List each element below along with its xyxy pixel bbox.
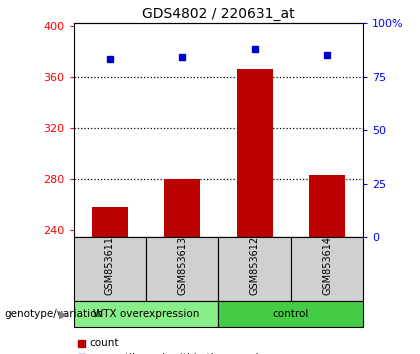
Text: percentile rank within the sample: percentile rank within the sample xyxy=(89,353,265,354)
Text: genotype/variation: genotype/variation xyxy=(4,309,103,319)
Bar xyxy=(236,69,273,237)
Text: control: control xyxy=(273,309,309,319)
Text: WTX overexpression: WTX overexpression xyxy=(93,309,199,319)
Text: GSM853613: GSM853613 xyxy=(177,236,187,295)
Title: GDS4802 / 220631_at: GDS4802 / 220631_at xyxy=(142,7,295,21)
Text: ▶: ▶ xyxy=(59,309,67,319)
Text: count: count xyxy=(89,338,119,348)
Text: GSM853614: GSM853614 xyxy=(322,236,332,295)
Bar xyxy=(164,178,200,237)
Bar xyxy=(309,175,345,237)
Bar xyxy=(92,207,128,237)
Text: GSM853612: GSM853612 xyxy=(249,236,260,296)
Text: GSM853611: GSM853611 xyxy=(105,236,115,295)
